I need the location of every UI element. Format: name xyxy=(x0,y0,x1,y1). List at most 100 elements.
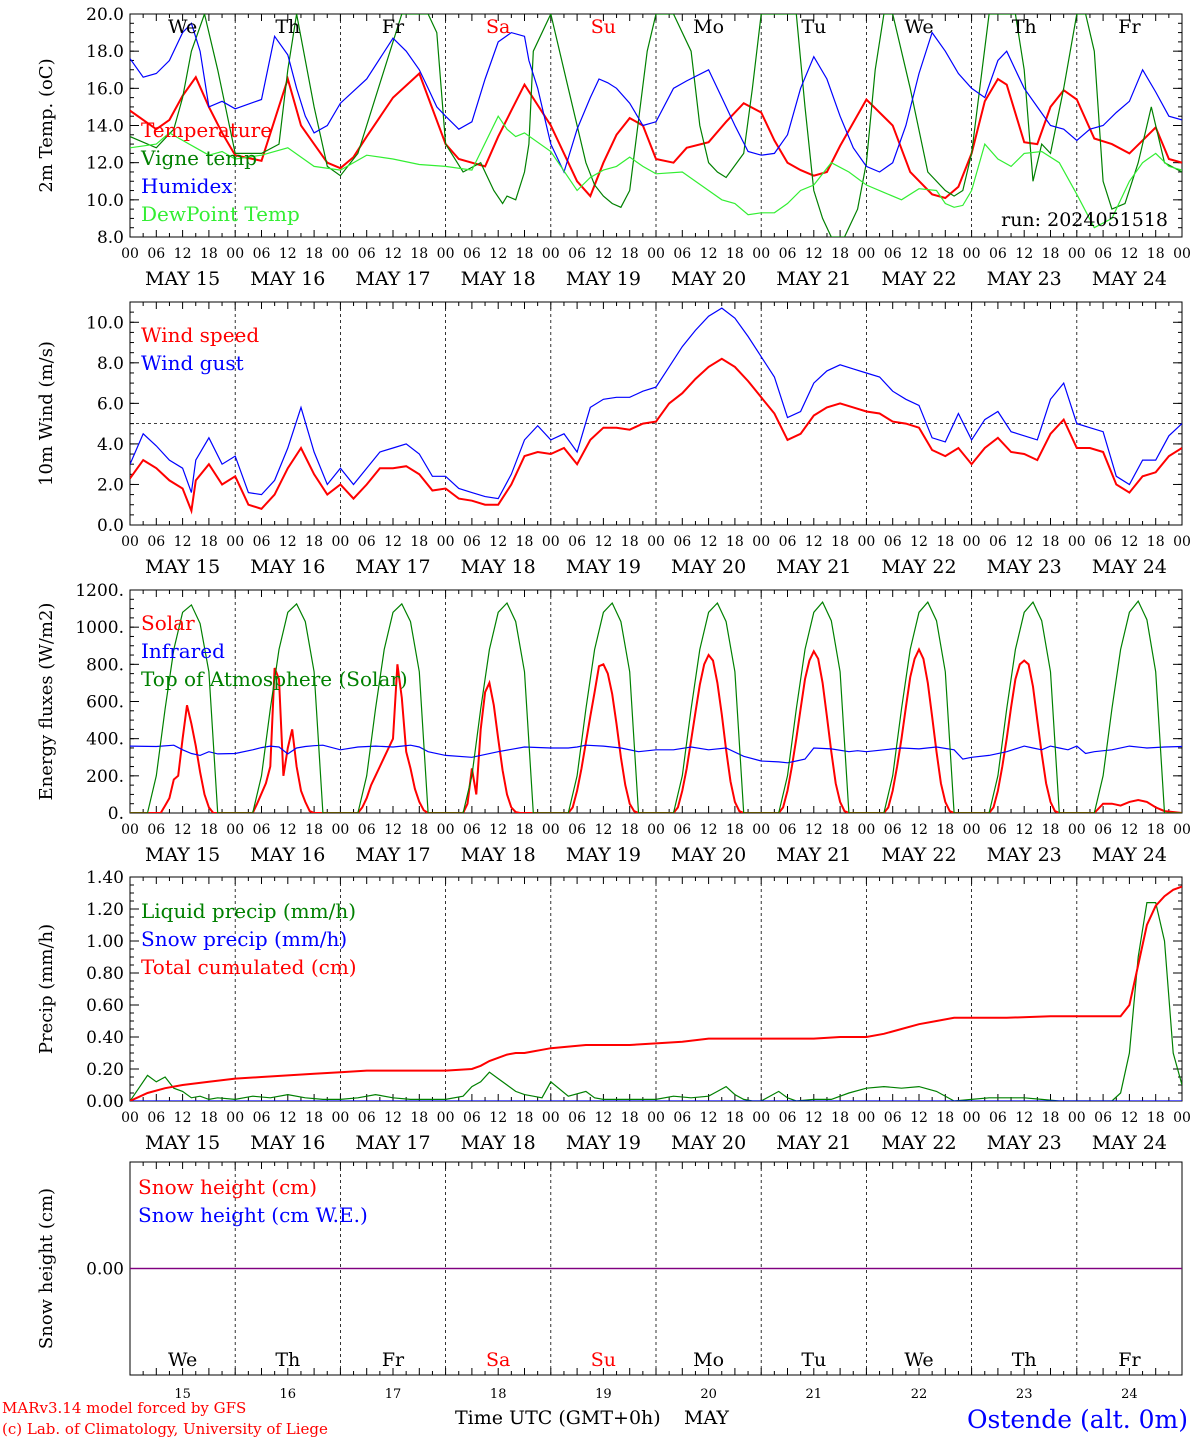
hour-tick-label: 06 xyxy=(1094,1110,1112,1126)
hour-tick-label: 00 xyxy=(121,822,139,838)
hour-tick-label: 12 xyxy=(594,1110,612,1126)
y-tick-label: 12.0 xyxy=(86,154,124,174)
series-line-humidex xyxy=(130,22,1182,174)
day-name: We xyxy=(904,16,933,38)
hour-tick-label: 12 xyxy=(700,1110,718,1126)
hour-tick-label: 18 xyxy=(410,246,428,262)
y-tick-label: 1.20 xyxy=(86,900,124,920)
day-name: Fr xyxy=(1118,1349,1141,1371)
y-tick-label: 200. xyxy=(86,767,124,787)
y-tick-label: 0.40 xyxy=(86,1028,124,1048)
hour-tick-label: 12 xyxy=(1120,534,1138,550)
series-line-total-cumulated-cm- xyxy=(130,885,1182,1101)
hour-tick-label: 12 xyxy=(174,534,192,550)
y-axis-label: 2m Temp. (oC) xyxy=(36,58,57,192)
hour-tick-label: 12 xyxy=(489,1110,507,1126)
day-name: We xyxy=(168,16,197,38)
hour-tick-label: 18 xyxy=(621,822,639,838)
hour-tick-label: 06 xyxy=(147,822,165,838)
series-line-solar xyxy=(130,647,1182,813)
hour-tick-label: 00 xyxy=(963,822,981,838)
series-line-temperature xyxy=(130,71,1182,200)
date-label: MAY 17 xyxy=(355,844,430,866)
y-tick-label: 1.00 xyxy=(86,932,124,952)
date-label: MAY 22 xyxy=(881,556,956,578)
hour-tick-label: 06 xyxy=(147,534,165,550)
hour-tick-label: 12 xyxy=(910,1110,928,1126)
day-name: Fr xyxy=(382,1349,405,1371)
hour-tick-label: 18 xyxy=(200,534,218,550)
hour-tick-label: 18 xyxy=(936,246,954,262)
date-label: MAY 15 xyxy=(145,844,220,866)
hour-tick-label: 12 xyxy=(1120,1110,1138,1126)
date-label: MAY 18 xyxy=(461,1132,536,1154)
hour-tick-label: 00 xyxy=(1173,822,1191,838)
date-label: MAY 18 xyxy=(461,556,536,578)
y-tick-label: 0.60 xyxy=(86,996,124,1016)
date-label: MAY 19 xyxy=(566,268,641,290)
hour-tick-label: 12 xyxy=(384,1110,402,1126)
hour-tick-label: 06 xyxy=(253,822,271,838)
hour-tick-label: 06 xyxy=(989,1110,1007,1126)
date-label: MAY 19 xyxy=(566,1132,641,1154)
hour-tick-label: 12 xyxy=(384,246,402,262)
hour-tick-label: 18 xyxy=(516,1110,534,1126)
hour-tick-label: 00 xyxy=(647,822,665,838)
hour-tick-label: 06 xyxy=(358,822,376,838)
hour-tick-label: 00 xyxy=(226,534,244,550)
hour-tick-label: 00 xyxy=(226,1110,244,1126)
hour-tick-label: 00 xyxy=(542,246,560,262)
hour-tick-label: 00 xyxy=(226,822,244,838)
hour-tick-label: 18 xyxy=(621,1110,639,1126)
day-name: Fr xyxy=(1118,16,1141,38)
hour-tick-label: 12 xyxy=(1120,822,1138,838)
panel-4: 0.00 0.20 0.40 0.60 0.80 1.00 1.20 1.40 Precip (… xyxy=(36,868,1191,1154)
legend-entry: Wind gust xyxy=(141,351,244,375)
y-tick-label: 8.0 xyxy=(97,354,124,374)
hour-tick-label: 00 xyxy=(1173,1110,1191,1126)
y-tick-label: 0.0 xyxy=(97,516,124,536)
y-tick-label: 0.80 xyxy=(86,964,124,984)
hour-tick-label: 00 xyxy=(857,822,875,838)
legend-entry: Snow height (cm W.E.) xyxy=(138,1203,368,1227)
day-number: 18 xyxy=(490,1387,507,1402)
hour-tick-label: 06 xyxy=(253,534,271,550)
series-line-wind-gust xyxy=(130,307,1182,500)
legend-entry: Total cumulated (cm) xyxy=(141,955,357,979)
day-name: Tu xyxy=(801,1349,826,1371)
hour-tick-label: 18 xyxy=(726,1110,744,1126)
hour-tick-label: 12 xyxy=(910,822,928,838)
hour-tick-label: 18 xyxy=(1147,246,1165,262)
day-name: Tu xyxy=(801,16,826,38)
date-label: MAY 16 xyxy=(250,844,325,866)
y-tick-label: 2.0 xyxy=(97,475,124,495)
credit-line-1: MARv3.14 model forced by GFS xyxy=(2,1399,246,1417)
legend-entry: DewPoint Temp xyxy=(141,202,300,226)
y-tick-label: 14.0 xyxy=(86,117,124,137)
hour-tick-label: 00 xyxy=(542,534,560,550)
legend-entry: Temperature xyxy=(141,118,272,142)
hour-tick-label: 18 xyxy=(831,1110,849,1126)
date-label: MAY 23 xyxy=(987,844,1062,866)
date-label: MAY 21 xyxy=(776,1132,851,1154)
plot-frame xyxy=(129,301,1183,526)
hour-tick-label: 18 xyxy=(200,1110,218,1126)
hour-tick-label: 18 xyxy=(831,822,849,838)
series-line-wind-speed xyxy=(130,357,1182,515)
legend-entry: Solar xyxy=(141,611,195,635)
hour-tick-label: 18 xyxy=(1147,1110,1165,1126)
hour-tick-label: 00 xyxy=(647,1110,665,1126)
hour-tick-label: 00 xyxy=(437,534,455,550)
date-label: MAY 24 xyxy=(1092,1132,1167,1154)
hour-tick-label: 18 xyxy=(305,1110,323,1126)
hour-tick-label: 00 xyxy=(331,534,349,550)
hour-tick-label: 00 xyxy=(1068,1110,1086,1126)
hour-tick-label: 00 xyxy=(437,1110,455,1126)
date-label: MAY 16 xyxy=(250,1132,325,1154)
date-label: MAY 24 xyxy=(1092,556,1167,578)
date-label: MAY 16 xyxy=(250,268,325,290)
hour-tick-label: 06 xyxy=(568,534,586,550)
date-label: MAY 17 xyxy=(355,1132,430,1154)
hour-tick-label: 06 xyxy=(463,822,481,838)
